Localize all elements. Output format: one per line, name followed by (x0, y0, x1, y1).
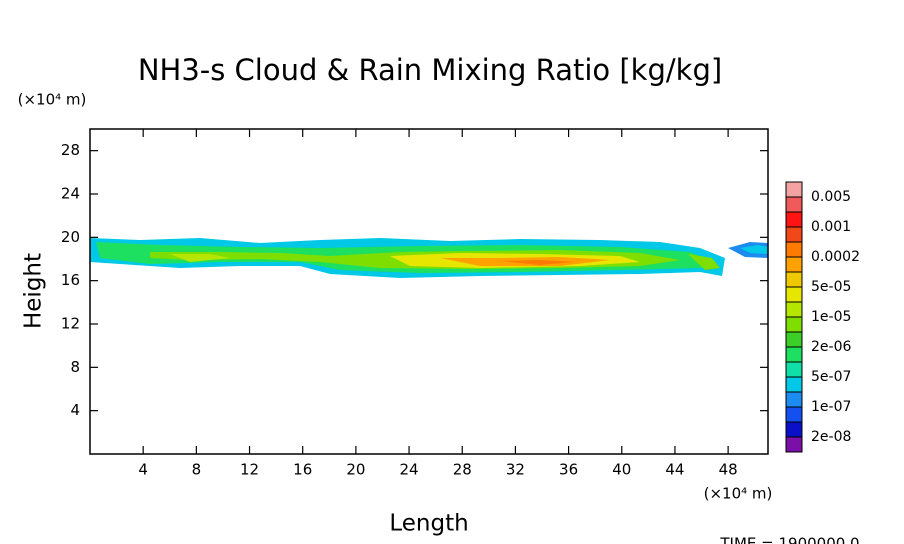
y-tick-label: 28 (61, 141, 80, 159)
y-axis-label: Height (21, 253, 47, 329)
x-tick-label: 40 (612, 461, 631, 479)
colorbar-box (785, 361, 803, 378)
x-tick-label: 8 (192, 461, 202, 479)
colorbar-label: 0.0002 (811, 249, 860, 265)
x-tick-label: 36 (559, 461, 578, 479)
colorbar-box (785, 181, 803, 198)
colorbar-box (785, 211, 803, 228)
colorbar-label: 5e-07 (811, 369, 851, 385)
x-tick-label: 44 (665, 461, 684, 479)
colorbar-box (785, 331, 803, 348)
y-tick-label: 24 (61, 185, 80, 203)
x-tick-label: 4 (138, 461, 148, 479)
y-tick-label: 4 (70, 401, 80, 419)
x-tick-label: 48 (719, 461, 738, 479)
plot-frame (89, 128, 769, 455)
colorbar-box (785, 391, 803, 408)
colorbar-box (785, 286, 803, 303)
x-tick-label: 24 (400, 461, 419, 479)
colorbar-label: 5e-05 (811, 279, 851, 295)
x-tick-label: 28 (453, 461, 472, 479)
colorbar-box (785, 421, 803, 438)
time-label: TIME = 1900000.0 (719, 535, 859, 544)
colorbar-label: 1e-07 (811, 399, 851, 415)
contour-field (90, 238, 768, 278)
y-tick-label: 12 (61, 315, 80, 333)
colorbar-box (785, 436, 803, 453)
colorbar-label: 1e-05 (811, 309, 851, 325)
colorbar-box (785, 316, 803, 333)
colorbar-box (785, 376, 803, 393)
colorbar-box (785, 241, 803, 258)
y-tick-label: 16 (61, 271, 80, 289)
y-unit: (×10⁴ m) (18, 91, 87, 109)
colorbar-box (785, 301, 803, 318)
x-tick-label: 12 (240, 461, 259, 479)
x-tick-label: 16 (293, 461, 312, 479)
x-unit: (×10⁴ m) (704, 485, 773, 503)
x-tick-label: 20 (346, 461, 365, 479)
colorbar-box (785, 406, 803, 423)
colorbar-box (785, 256, 803, 273)
y-tick-label: 8 (70, 358, 80, 376)
x-tick-label: 32 (506, 461, 525, 479)
colorbar-box (785, 346, 803, 363)
colorbar-label: 0.001 (811, 219, 851, 235)
colorbar-label: 0.005 (811, 189, 851, 205)
colorbar-label: 2e-08 (811, 429, 851, 445)
chart-title: NH3-s Cloud & Rain Mixing Ratio [kg/kg] (138, 53, 722, 87)
x-axis-label: Length (389, 511, 468, 537)
colorbar-box (785, 196, 803, 213)
colorbar-label: 2e-06 (811, 339, 851, 355)
colorbar-box (785, 226, 803, 243)
colorbar-box (785, 271, 803, 288)
y-tick-label: 20 (61, 228, 80, 246)
